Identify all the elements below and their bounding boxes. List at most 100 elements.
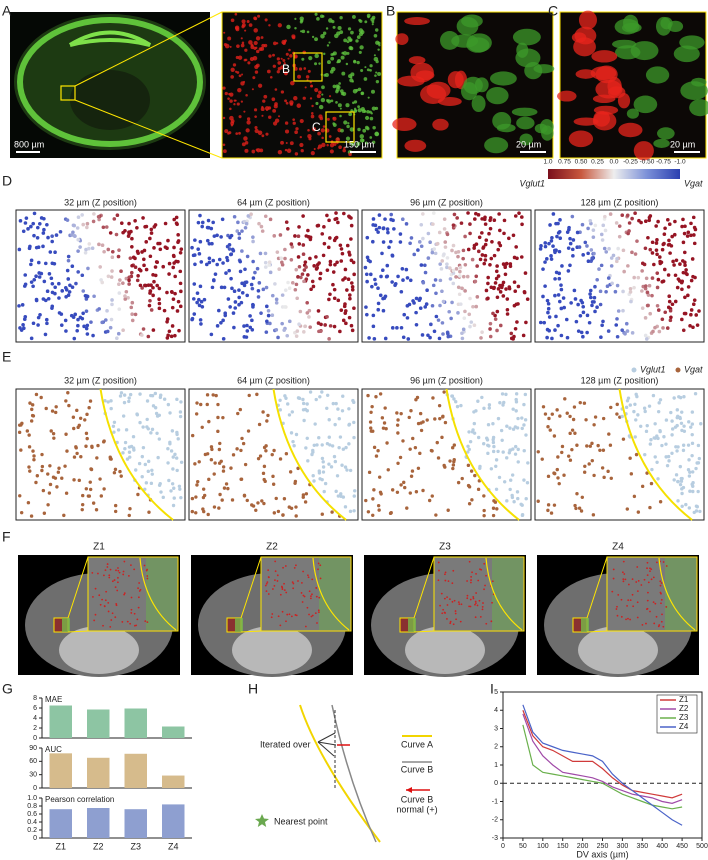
cell-dot xyxy=(41,231,46,235)
cell-dot xyxy=(275,250,280,254)
cell-dot xyxy=(298,309,303,314)
cell-dot xyxy=(520,222,524,227)
cell-texture xyxy=(643,578,646,581)
cell-texture xyxy=(357,105,361,109)
cell-dot xyxy=(381,426,386,430)
y-tick-label: 0 xyxy=(33,735,37,742)
cell-dot xyxy=(282,328,286,332)
cell-dot xyxy=(507,286,512,291)
cell-texture xyxy=(286,148,292,154)
colorbar-tick-label: 0.25 xyxy=(591,159,604,166)
cell-dot xyxy=(178,281,183,286)
cell-dot xyxy=(650,240,655,245)
cell-dot xyxy=(87,242,92,246)
cell-dot xyxy=(137,461,142,466)
cell-dot xyxy=(343,465,348,469)
cell-dot xyxy=(467,485,472,489)
cell-dot xyxy=(396,274,400,279)
cell-dot xyxy=(294,432,299,437)
y-tick-label: 60 xyxy=(29,758,37,765)
cell-texture xyxy=(646,608,648,611)
cell-texture xyxy=(351,80,355,83)
cell-dot xyxy=(170,290,174,294)
cell-texture xyxy=(573,117,599,126)
cell-dot xyxy=(288,470,293,474)
cell-dot xyxy=(690,410,695,414)
cell-dot xyxy=(229,466,233,470)
cell-dot xyxy=(583,240,588,245)
cell-texture xyxy=(243,80,246,83)
cell-dot xyxy=(190,433,195,438)
cell-texture xyxy=(372,140,376,144)
cell-dot xyxy=(352,306,356,310)
cell-dot xyxy=(457,292,462,297)
cell-dot xyxy=(585,330,589,335)
cell-texture xyxy=(143,564,146,567)
cell-dot xyxy=(483,215,487,220)
cell-dot xyxy=(242,335,247,339)
cell-dot xyxy=(467,430,471,434)
cell-dot xyxy=(332,238,337,243)
cell-dot xyxy=(348,509,353,514)
cell-dot xyxy=(402,312,407,317)
cell-dot xyxy=(575,230,580,235)
cell-dot xyxy=(401,335,406,340)
subplot-title: 32 µm (Z position) xyxy=(64,375,137,385)
cell-dot xyxy=(442,217,447,221)
cell-dot xyxy=(598,448,602,453)
cell-dot xyxy=(136,274,140,278)
cell-dot xyxy=(341,447,346,451)
cell-dot xyxy=(490,239,494,244)
cell-texture xyxy=(311,593,313,596)
cell-dot xyxy=(581,310,586,315)
cell-dot xyxy=(607,246,611,251)
cell-dot xyxy=(692,298,697,302)
cell-dot xyxy=(194,511,198,515)
cell-dot xyxy=(315,443,319,447)
cell-dot xyxy=(306,228,310,233)
cell-dot xyxy=(565,411,569,415)
cell-texture xyxy=(460,82,478,101)
cell-texture xyxy=(466,33,492,53)
cell-dot xyxy=(458,274,462,278)
cell-dot xyxy=(557,299,562,304)
cell-texture xyxy=(111,580,114,583)
cell-dot xyxy=(437,230,442,235)
cell-texture xyxy=(443,597,446,600)
cell-dot xyxy=(303,260,308,264)
cell-dot xyxy=(134,468,138,472)
cell-dot xyxy=(592,423,596,427)
cell-texture xyxy=(367,15,370,19)
cell-dot xyxy=(119,221,124,225)
cell-dot xyxy=(301,252,306,257)
cell-dot xyxy=(42,227,46,232)
cell-dot xyxy=(330,510,334,514)
cell-dot xyxy=(505,424,509,428)
cell-texture xyxy=(316,622,318,624)
cell-dot xyxy=(229,252,234,257)
cell-dot xyxy=(455,404,460,409)
cell-dot xyxy=(580,495,585,499)
cell-dot xyxy=(568,241,573,246)
cell-texture xyxy=(640,584,643,586)
cell-dot xyxy=(505,307,510,312)
cell-texture xyxy=(243,58,247,62)
cell-texture xyxy=(236,71,240,74)
cell-dot xyxy=(683,295,687,300)
cell-dot xyxy=(36,315,41,320)
cell-texture xyxy=(451,600,454,603)
cell-texture xyxy=(245,128,250,133)
cell-dot xyxy=(316,223,321,228)
cell-dot xyxy=(680,504,684,508)
cell-dot xyxy=(339,247,344,251)
boundary-curve xyxy=(272,388,347,521)
cell-dot xyxy=(284,451,289,456)
cell-dot xyxy=(568,458,573,462)
cell-dot xyxy=(268,321,272,326)
cell-dot xyxy=(524,320,528,325)
cell-dot xyxy=(173,452,177,457)
cell-texture xyxy=(612,39,637,49)
cell-dot xyxy=(303,324,308,329)
cell-dot xyxy=(481,245,486,249)
cell-texture xyxy=(348,74,353,79)
